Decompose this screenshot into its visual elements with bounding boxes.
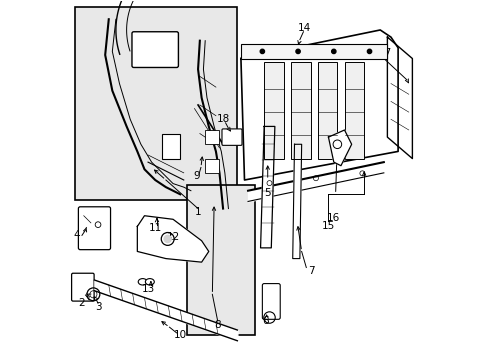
Text: 2: 2	[79, 298, 85, 308]
Text: 3: 3	[95, 302, 101, 312]
Circle shape	[331, 49, 335, 54]
Text: 5: 5	[264, 188, 270, 198]
Bar	[205, 130, 219, 144]
FancyBboxPatch shape	[78, 207, 110, 249]
Text: 11: 11	[149, 223, 162, 233]
Text: 17: 17	[378, 48, 391, 58]
Polygon shape	[260, 126, 274, 248]
Polygon shape	[292, 144, 301, 258]
Ellipse shape	[145, 279, 154, 285]
Bar	[344, 62, 364, 158]
Bar	[187, 185, 255, 336]
Text: 14: 14	[297, 23, 310, 33]
Circle shape	[366, 49, 371, 54]
Bar	[264, 62, 283, 158]
Polygon shape	[328, 130, 351, 166]
Text: 16: 16	[326, 212, 340, 222]
FancyBboxPatch shape	[222, 129, 242, 145]
Text: 4: 4	[73, 230, 80, 240]
Bar	[162, 134, 180, 158]
Text: 10: 10	[173, 330, 186, 341]
Circle shape	[260, 49, 264, 54]
Polygon shape	[241, 30, 397, 180]
Polygon shape	[137, 216, 208, 262]
Bar	[205, 158, 219, 173]
Bar	[290, 62, 310, 158]
Text: 9: 9	[193, 171, 199, 181]
Text: 1: 1	[194, 207, 201, 217]
FancyBboxPatch shape	[71, 273, 94, 301]
Text: 15: 15	[321, 221, 334, 231]
Bar	[241, 44, 386, 59]
Ellipse shape	[138, 279, 147, 285]
Text: 8: 8	[214, 320, 221, 330]
Polygon shape	[386, 37, 411, 158]
Text: 13: 13	[142, 284, 155, 294]
Bar	[317, 62, 337, 158]
FancyBboxPatch shape	[262, 284, 280, 319]
Circle shape	[295, 49, 300, 54]
Text: 6: 6	[262, 316, 268, 327]
Text: 18: 18	[216, 114, 229, 124]
Bar	[75, 7, 237, 200]
Text: 12: 12	[167, 232, 180, 242]
Circle shape	[164, 235, 171, 243]
Text: 7: 7	[308, 266, 314, 276]
FancyBboxPatch shape	[132, 32, 178, 67]
